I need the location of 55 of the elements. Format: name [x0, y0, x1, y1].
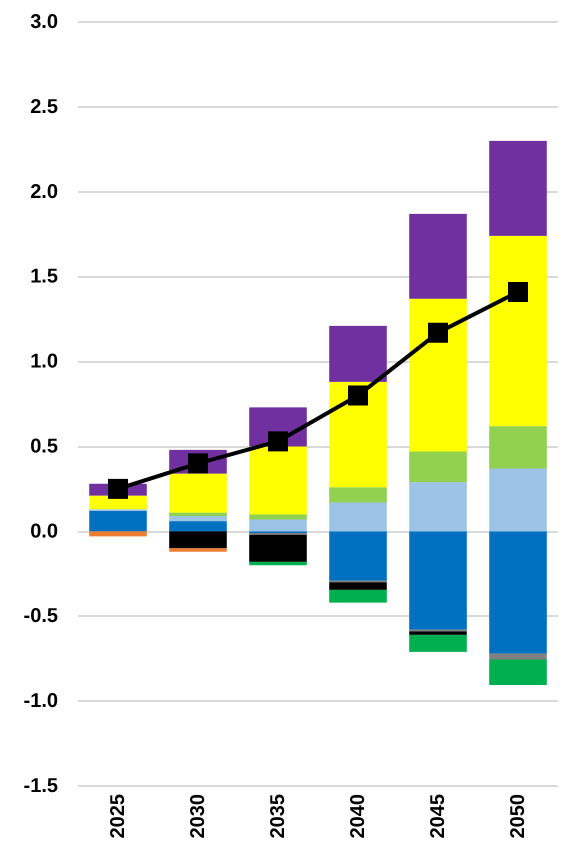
bar — [409, 452, 467, 482]
bar — [249, 514, 307, 520]
x-tick-label: 2030 — [187, 794, 209, 838]
bar — [489, 468, 547, 532]
y-tick-label: 0.5 — [30, 435, 58, 458]
bar — [409, 482, 467, 532]
bar — [249, 534, 307, 562]
bar — [89, 510, 147, 532]
y-tick-label: -1.5 — [24, 775, 58, 797]
bar — [409, 298, 467, 452]
bar — [409, 531, 467, 630]
bar — [409, 634, 467, 652]
bar — [489, 654, 547, 660]
bar — [169, 516, 227, 522]
point — [428, 322, 448, 343]
x-tick-label: 2025 — [107, 794, 129, 838]
bar — [329, 590, 387, 603]
y-tick-label: 2.0 — [30, 180, 58, 203]
x-tick-label: 2040 — [347, 794, 369, 838]
point — [348, 386, 368, 406]
bar — [89, 496, 147, 510]
x-tick-label: 2045 — [427, 794, 449, 838]
bar — [249, 446, 307, 514]
bar — [169, 531, 227, 548]
bar — [489, 236, 547, 426]
bar — [329, 582, 387, 590]
y-tick-label: 2.5 — [30, 96, 58, 118]
y-tick-label: -1.0 — [24, 690, 58, 712]
bar — [329, 531, 387, 581]
bar — [169, 521, 227, 532]
bar — [329, 382, 387, 488]
bar — [249, 519, 307, 532]
bar — [329, 502, 387, 532]
bar — [489, 140, 547, 236]
point — [508, 282, 528, 302]
x-tick-label: 2035 — [267, 794, 289, 838]
y-tick-label: -0.5 — [24, 605, 58, 628]
y-tick-label: 3.0 — [30, 11, 58, 33]
y-tick-label: 0.0 — [30, 520, 58, 542]
y-tick-label: 1.5 — [30, 266, 58, 288]
bar — [489, 426, 547, 469]
bar — [249, 562, 307, 566]
point — [108, 478, 128, 499]
point — [268, 431, 288, 452]
bar — [489, 660, 547, 685]
bar — [409, 632, 467, 635]
bar — [409, 214, 467, 299]
bar — [329, 487, 387, 502]
bar — [489, 531, 547, 654]
x-tick-label: 2050 — [507, 794, 529, 838]
bar — [169, 474, 227, 513]
bar — [89, 531, 147, 536]
y-tick-label: 1.0 — [30, 350, 58, 373]
bar — [169, 512, 227, 516]
bar — [329, 326, 387, 382]
